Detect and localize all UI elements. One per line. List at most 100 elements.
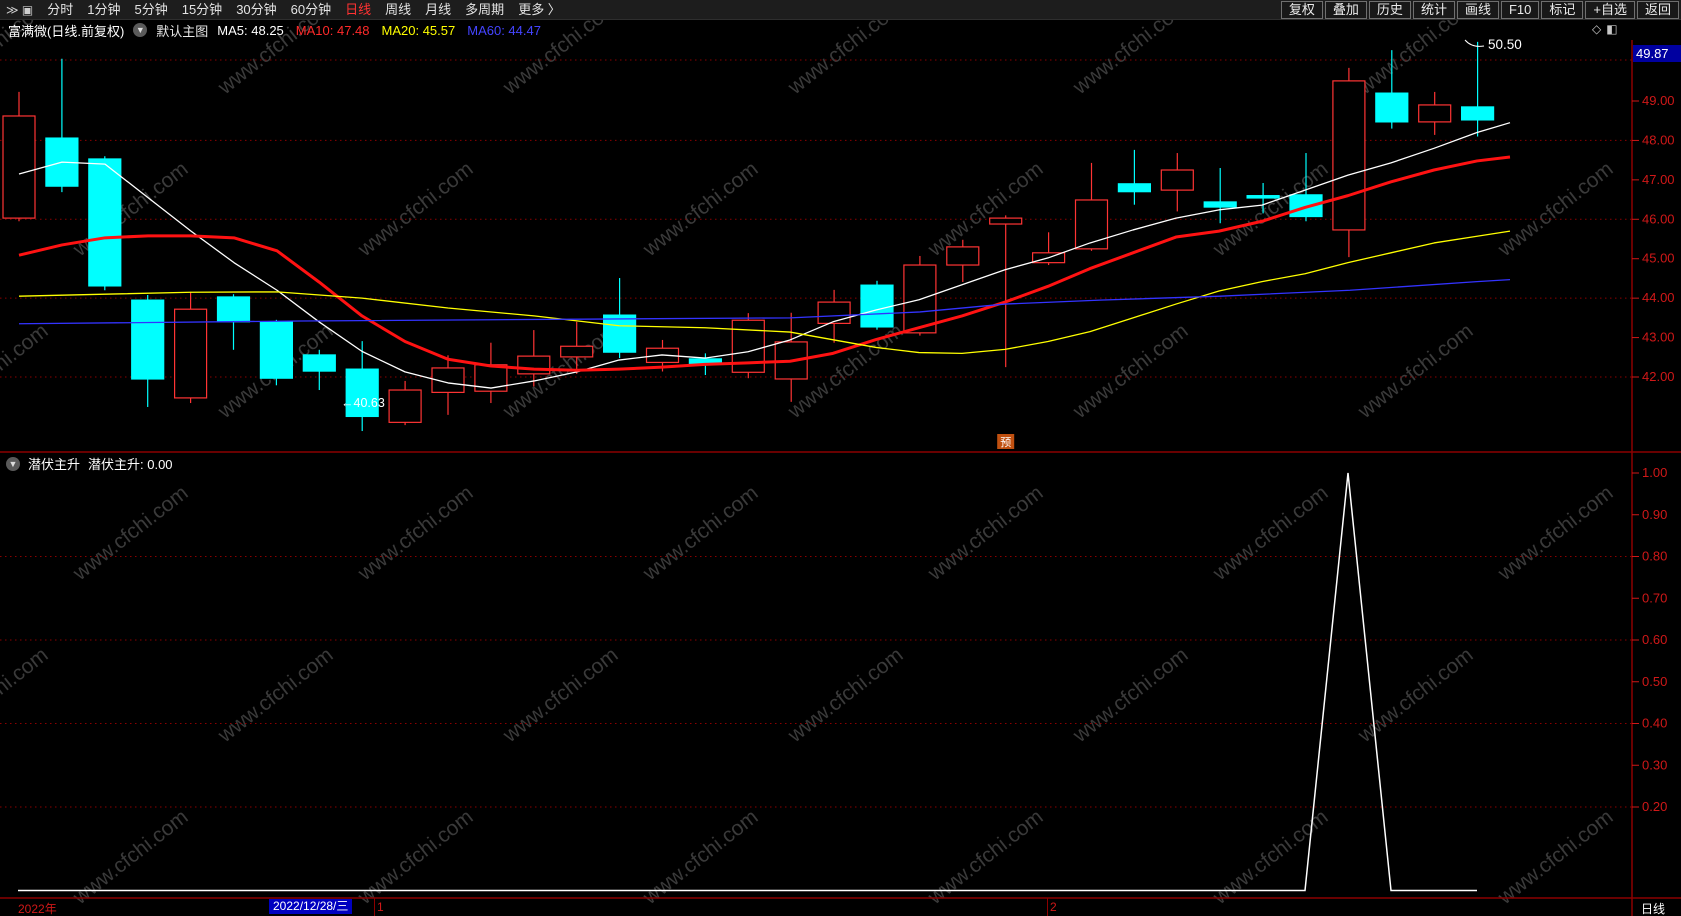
toolbar-button-复权[interactable]: 复权 [1280, 1, 1323, 19]
price-label: 45.00 [1642, 251, 1675, 266]
ma-value-label: MA60: 44.47 [467, 22, 541, 38]
layout-icon[interactable]: ◧ [1606, 22, 1618, 36]
month-label: 2 [1050, 900, 1057, 914]
year-label: 2022年 [18, 902, 57, 916]
high-annotation: 50.50 [1488, 37, 1522, 52]
tab-period-多周期[interactable]: 多周期 [465, 1, 505, 17]
ma-value-label: MA10: 47.48 [295, 22, 370, 38]
candle-body [174, 308, 208, 399]
panel-dividers [0, 40, 1681, 916]
candle-body [1117, 183, 1152, 193]
last-price-badge [1633, 45, 1681, 62]
toolbar-button-返回[interactable]: 返回 [1636, 1, 1679, 19]
candle-body [2, 115, 36, 219]
signal-marker-text: 预 [1000, 436, 1011, 449]
candle-body [1332, 80, 1366, 231]
main-plot-area[interactable] [0, 40, 1632, 452]
candle-body [1460, 106, 1495, 121]
price-label: 42.00 [1642, 369, 1675, 384]
price-label: 47.00 [1642, 172, 1675, 187]
candle-body [88, 158, 122, 287]
ma-value-label: MA5: 48.25 [217, 22, 284, 38]
last-price-text: 49.87 [1636, 46, 1669, 61]
ma-line-MA5 [18, 122, 1511, 389]
value-label: 0.70 [1642, 590, 1667, 605]
ma-line-MA20 [18, 230, 1511, 355]
tab-period-更多 〉[interactable]: 更多 〉 [518, 1, 561, 17]
candle-body [989, 217, 1023, 225]
top-toolbar: ≫ ▣ 分时 1分钟 5分钟 15分钟 30分钟 60分钟 日线 周线 月线 多周期 更多 〉 复权… [0, 0, 1681, 20]
date-badge: 2022/12/28/三 [269, 899, 353, 914]
gridlines [0, 59, 1632, 808]
diamond-icon[interactable]: ◇ [1592, 22, 1602, 36]
candle-body [560, 345, 594, 358]
price-label: 44.00 [1642, 290, 1675, 305]
value-label: 0.40 [1642, 716, 1667, 731]
period-badge: 日线 [1641, 902, 1666, 916]
candle-body [1203, 201, 1237, 208]
high-annotation-arrow [1464, 39, 1485, 47]
ma-line-MA10 [18, 155, 1511, 372]
value-label: 0.50 [1642, 674, 1667, 689]
indicator-value: 潜伏主升: 0.00 [88, 457, 173, 472]
tab-period-15分钟[interactable]: 15分钟 [181, 1, 223, 17]
stock-title: 富满微(日线.前复权) [8, 23, 125, 39]
toolbar-button-标记[interactable]: 标记 [1541, 1, 1584, 19]
candles-layer [2, 41, 1495, 432]
signal-marker-badge [997, 434, 1015, 449]
info-bar: 富满微(日线.前复权) ▼ 默认主图 MA5: 48.25 MA10: 47.48… [0, 20, 1681, 40]
price-label: 49.00 [1642, 93, 1675, 108]
ma-value-label: MA20: 45.57 [381, 22, 456, 38]
candle-body [1418, 104, 1452, 123]
sub-chart-header: ▼ 潜伏主升 潜伏主升: 0.00 [6, 454, 173, 473]
toolbar-button-+自选[interactable]: +自选 [1585, 1, 1635, 19]
sub-plot-area[interactable] [0, 453, 1632, 897]
toolbar-button-历史[interactable]: 历史 [1368, 1, 1411, 19]
value-label: 0.80 [1642, 549, 1667, 564]
price-label: 46.00 [1642, 211, 1675, 226]
overlay-label[interactable]: 默认主图 [156, 23, 209, 39]
value-label: 0.90 [1642, 507, 1667, 522]
month-label: 1 [377, 900, 384, 914]
app-icon[interactable]: ≫ ▣ [6, 2, 34, 17]
tab-period-1分钟[interactable]: 1分钟 [87, 1, 121, 17]
indicator-line [18, 472, 1477, 892]
toolbar-buttons: 复权 叠加 历史 统计 画线 F10 标记 +自选 返回 [1280, 0, 1679, 20]
tab-period-分时[interactable]: 分时 [47, 1, 74, 17]
candle-body [302, 354, 336, 372]
toolbar-button-叠加[interactable]: 叠加 [1324, 1, 1367, 19]
indicator-name[interactable]: 潜伏主升 [28, 457, 81, 472]
candle-body [1160, 169, 1194, 191]
toolbar-button-统计[interactable]: 统计 [1412, 1, 1455, 19]
candle-body [817, 301, 851, 324]
tab-period-月线[interactable]: 月线 [425, 1, 452, 17]
tab-period-周线[interactable]: 周线 [385, 1, 412, 17]
candle-body [345, 368, 379, 418]
tab-period-日线[interactable]: 日线 [345, 1, 372, 17]
low-annotation: ←40.63 [341, 396, 385, 410]
tab-period-60分钟[interactable]: 60分钟 [290, 1, 332, 17]
toolbar-button-画线[interactable]: 画线 [1456, 1, 1499, 19]
chevron-down-icon[interactable]: ▼ [133, 23, 148, 37]
ma-line-MA60 [18, 278, 1511, 325]
period-tabs: ≫ ▣ 分时 1分钟 5分钟 15分钟 30分钟 60分钟 日线 周线 月线 多周期 更多 〉 [0, 0, 561, 20]
month-tick [1047, 898, 1048, 916]
price-axis: 49.00 48.00 47.00 46.00 45.00 44.00 43.00 42.00… [1632, 93, 1675, 814]
value-label: 0.30 [1642, 757, 1667, 772]
chart-corner-icons: ◇ ◧ [1592, 22, 1618, 36]
month-tick [374, 898, 375, 916]
candle-body [602, 314, 637, 353]
candle-body [1074, 199, 1109, 250]
candle-body [1375, 92, 1409, 123]
candle-body [1246, 195, 1280, 199]
candle-body [259, 321, 293, 379]
chevron-down-icon[interactable]: ▼ [6, 456, 20, 471]
tab-period-30分钟[interactable]: 30分钟 [236, 1, 277, 17]
candle-body [946, 246, 980, 266]
toolbar-button-F10[interactable]: F10 [1500, 1, 1540, 19]
candle-body [131, 299, 165, 380]
tab-period-5分钟[interactable]: 5分钟 [134, 1, 168, 17]
candle-body [431, 367, 465, 393]
value-label: 0.60 [1642, 632, 1667, 647]
